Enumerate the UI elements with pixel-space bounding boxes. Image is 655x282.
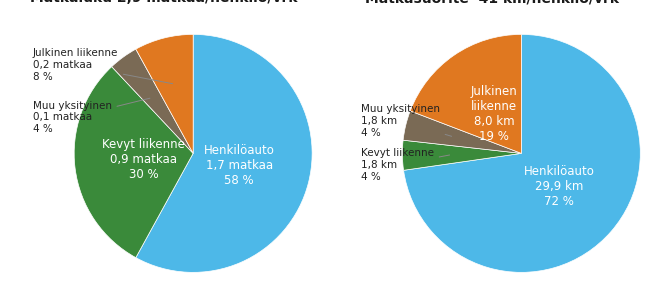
Text: Julkinen
liikenne
8,0 km
19 %: Julkinen liikenne 8,0 km 19 % (471, 85, 517, 143)
Wedge shape (403, 34, 641, 272)
Wedge shape (136, 34, 193, 153)
Wedge shape (410, 34, 521, 153)
Text: Muu yksityinen
0,1 matkaa
4 %: Muu yksityinen 0,1 matkaa 4 % (33, 98, 150, 134)
Title: Matkasuorite  41 km/henkilö/vrk: Matkasuorite 41 km/henkilö/vrk (365, 0, 618, 5)
Wedge shape (136, 34, 312, 272)
Wedge shape (403, 111, 521, 153)
Wedge shape (112, 49, 193, 153)
Text: Kevyt liikenne
0,9 matkaa
30 %: Kevyt liikenne 0,9 matkaa 30 % (102, 138, 185, 181)
Text: Muu yksityinen
1,8 km
4 %: Muu yksityinen 1,8 km 4 % (361, 104, 451, 138)
Text: Henkilöauto
29,9 km
72 %: Henkilöauto 29,9 km 72 % (523, 165, 595, 208)
Text: Henkilöauto
1,7 matkaa
58 %: Henkilöauto 1,7 matkaa 58 % (204, 144, 274, 187)
Title: Matkaluku 2,9 matkaa/henkilö/vrk: Matkaluku 2,9 matkaa/henkilö/vrk (29, 0, 297, 5)
Wedge shape (74, 67, 193, 258)
Text: Julkinen liikenne
0,2 matkaa
8 %: Julkinen liikenne 0,2 matkaa 8 % (33, 49, 173, 84)
Text: Kevyt liikenne
1,8 km
4 %: Kevyt liikenne 1,8 km 4 % (361, 148, 449, 182)
Wedge shape (402, 140, 521, 170)
